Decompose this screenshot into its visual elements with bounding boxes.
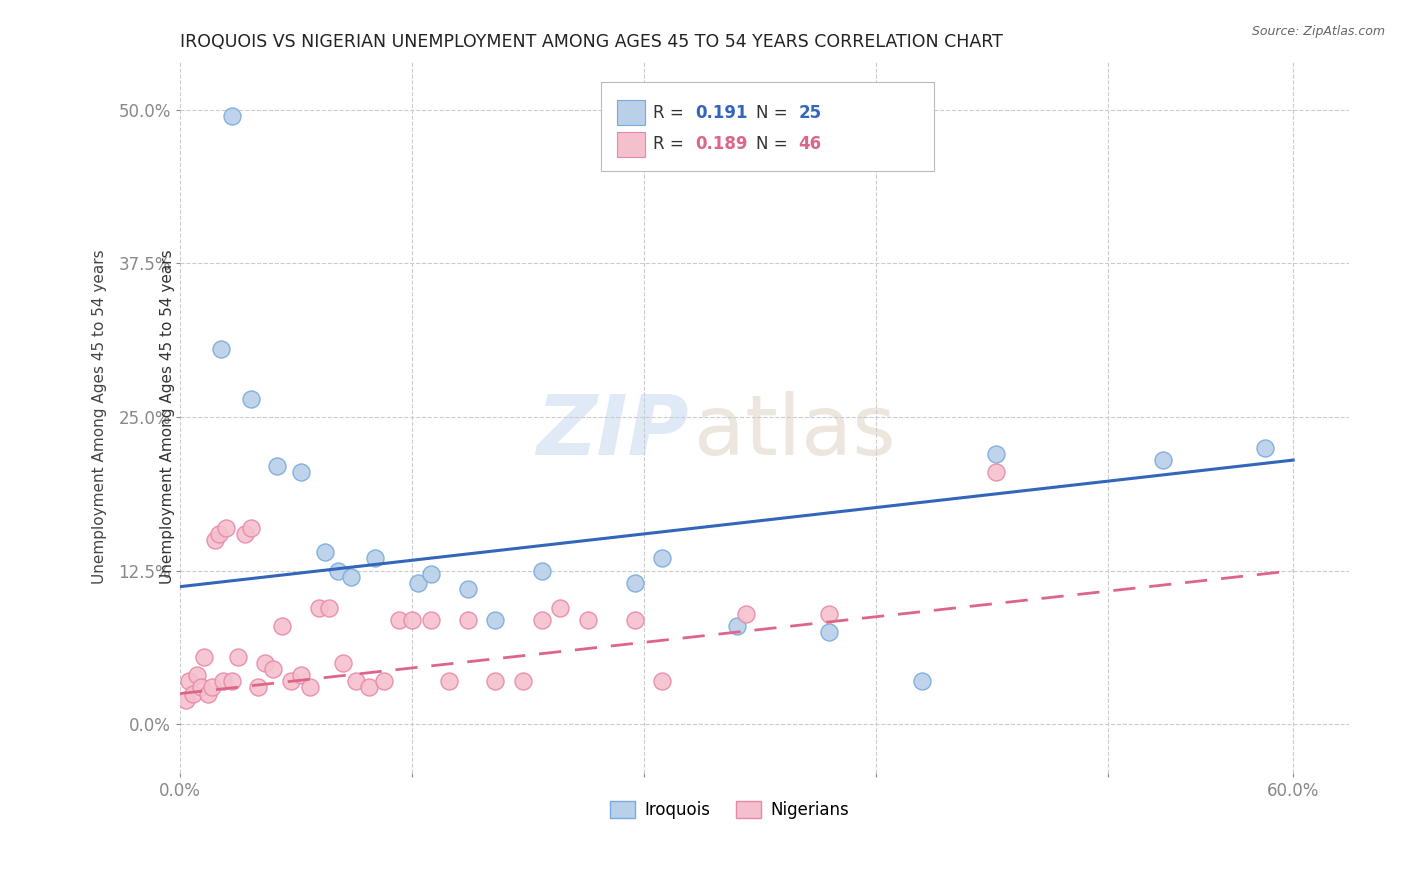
- Point: [314, 545, 336, 559]
- Text: 0.189: 0.189: [696, 135, 748, 153]
- Point: [280, 674, 302, 689]
- Point: [359, 681, 381, 695]
- Point: [484, 613, 506, 627]
- Point: [484, 674, 506, 689]
- Point: [266, 459, 288, 474]
- Point: [419, 613, 441, 627]
- Point: [247, 681, 270, 695]
- Point: [239, 392, 262, 406]
- Point: [651, 674, 673, 689]
- Point: [735, 607, 758, 621]
- Point: [725, 619, 748, 633]
- Point: [818, 607, 841, 621]
- Point: [1152, 453, 1174, 467]
- Point: [174, 692, 197, 706]
- Point: [457, 613, 479, 627]
- Point: [388, 613, 411, 627]
- Point: [911, 674, 934, 689]
- Point: [226, 649, 249, 664]
- Point: [208, 526, 231, 541]
- Text: Source: ZipAtlas.com: Source: ZipAtlas.com: [1251, 25, 1385, 38]
- FancyBboxPatch shape: [600, 82, 934, 171]
- Point: [318, 600, 340, 615]
- Point: [419, 567, 441, 582]
- Text: ZIP: ZIP: [536, 391, 689, 472]
- Point: [457, 582, 479, 596]
- Point: [221, 674, 243, 689]
- Point: [339, 570, 361, 584]
- Point: [197, 687, 219, 701]
- Point: [623, 576, 645, 591]
- Y-axis label: Unemployment Among Ages 45 to 54 years: Unemployment Among Ages 45 to 54 years: [93, 250, 107, 584]
- Point: [204, 533, 226, 547]
- Text: R =: R =: [654, 135, 689, 153]
- Point: [215, 521, 238, 535]
- Point: [211, 674, 233, 689]
- Text: N =: N =: [756, 103, 793, 121]
- Point: [308, 600, 330, 615]
- Point: [512, 674, 534, 689]
- Point: [332, 656, 354, 670]
- Point: [233, 526, 256, 541]
- Text: N =: N =: [756, 135, 793, 153]
- Y-axis label: Unemployment Among Ages 45 to 54 years: Unemployment Among Ages 45 to 54 years: [159, 250, 174, 584]
- Point: [271, 619, 294, 633]
- Point: [406, 576, 429, 591]
- Point: [179, 674, 201, 689]
- Text: 0.191: 0.191: [696, 103, 748, 121]
- Point: [254, 656, 277, 670]
- Text: R =: R =: [654, 103, 689, 121]
- Point: [290, 668, 312, 682]
- Point: [818, 625, 841, 640]
- Point: [262, 662, 284, 676]
- Point: [550, 600, 572, 615]
- Point: [239, 521, 262, 535]
- Point: [186, 668, 208, 682]
- FancyBboxPatch shape: [617, 100, 645, 125]
- Point: [290, 466, 312, 480]
- Text: atlas: atlas: [695, 391, 896, 472]
- Legend: Iroquois, Nigerians: Iroquois, Nigerians: [603, 794, 856, 826]
- Point: [651, 551, 673, 566]
- Point: [373, 674, 395, 689]
- Point: [530, 613, 553, 627]
- Point: [181, 687, 204, 701]
- Text: 25: 25: [799, 103, 821, 121]
- Point: [986, 466, 1008, 480]
- Point: [221, 109, 243, 123]
- Point: [298, 681, 321, 695]
- FancyBboxPatch shape: [617, 132, 645, 157]
- Point: [623, 613, 645, 627]
- Point: [326, 564, 349, 578]
- Point: [986, 447, 1008, 461]
- Text: IROQUOIS VS NIGERIAN UNEMPLOYMENT AMONG AGES 45 TO 54 YEARS CORRELATION CHART: IROQUOIS VS NIGERIAN UNEMPLOYMENT AMONG …: [180, 33, 1002, 51]
- Point: [401, 613, 423, 627]
- Point: [201, 681, 224, 695]
- Point: [576, 613, 599, 627]
- Point: [190, 681, 212, 695]
- Point: [344, 674, 367, 689]
- Point: [530, 564, 553, 578]
- Point: [437, 674, 460, 689]
- Point: [193, 649, 215, 664]
- Point: [364, 551, 387, 566]
- Point: [209, 343, 232, 357]
- Point: [1254, 441, 1277, 455]
- Text: 46: 46: [799, 135, 821, 153]
